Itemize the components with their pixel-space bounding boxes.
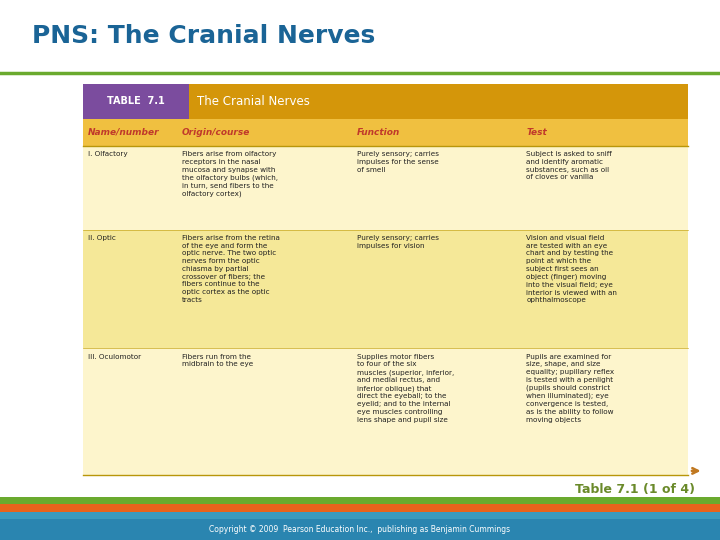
Bar [83, 348, 688, 475]
Text: Fibers run from the
midbrain to the eye: Fibers run from the midbrain to the eye [181, 354, 253, 367]
Text: Purely sensory; carries
impulses for vision: Purely sensory; carries impulses for vis… [357, 235, 439, 248]
Text: The Cranial Nerves: The Cranial Nerves [197, 94, 310, 108]
Bar [0, 504, 720, 512]
Bar [83, 119, 688, 146]
Text: II. Optic: II. Optic [88, 235, 116, 241]
Text: Table 7.1 (1 of 4): Table 7.1 (1 of 4) [575, 483, 695, 496]
Text: Origin/course: Origin/course [181, 128, 250, 137]
Text: Name/number: Name/number [88, 128, 159, 137]
Text: Copyright © 2009  Pearson Education Inc.,  publishing as Benjamin Cummings: Copyright © 2009 Pearson Education Inc.,… [210, 525, 510, 534]
Text: III. Oculomotor: III. Oculomotor [88, 354, 141, 360]
Text: Supplies motor fibers
to four of the six
muscles (superior, inferior,
and medial: Supplies motor fibers to four of the six… [357, 354, 454, 423]
Text: Subject is asked to sniff
and identify aromatic
substances, such as oil
of clove: Subject is asked to sniff and identify a… [526, 151, 612, 180]
Text: Fibers arise from olfactory
receptors in the nasal
mucosa and synapse with
the o: Fibers arise from olfactory receptors in… [181, 151, 278, 197]
Bar [0, 497, 720, 504]
Bar [83, 84, 189, 119]
Text: Purely sensory; carries
impulses for the sense
of smell: Purely sensory; carries impulses for the… [357, 151, 439, 173]
Text: PNS: The Cranial Nerves: PNS: The Cranial Nerves [32, 24, 376, 48]
Bar [189, 84, 688, 119]
Text: Fibers arise from the retina
of the eye and form the
optic nerve. The two optic
: Fibers arise from the retina of the eye … [181, 235, 279, 303]
Text: Pupils are examined for
size, shape, and size
equality; pupillary reflex
is test: Pupils are examined for size, shape, and… [526, 354, 614, 423]
Bar [83, 146, 688, 230]
Text: I. Olfactory: I. Olfactory [88, 151, 127, 157]
Text: Function: Function [357, 128, 400, 137]
Bar [83, 230, 688, 348]
Bar [0, 519, 720, 540]
Text: TABLE  7.1: TABLE 7.1 [107, 96, 165, 106]
Text: Vision and visual field
are tested with an eye
chart and by testing the
point at: Vision and visual field are tested with … [526, 235, 617, 303]
Text: Test: Test [526, 128, 547, 137]
Bar [0, 512, 720, 519]
